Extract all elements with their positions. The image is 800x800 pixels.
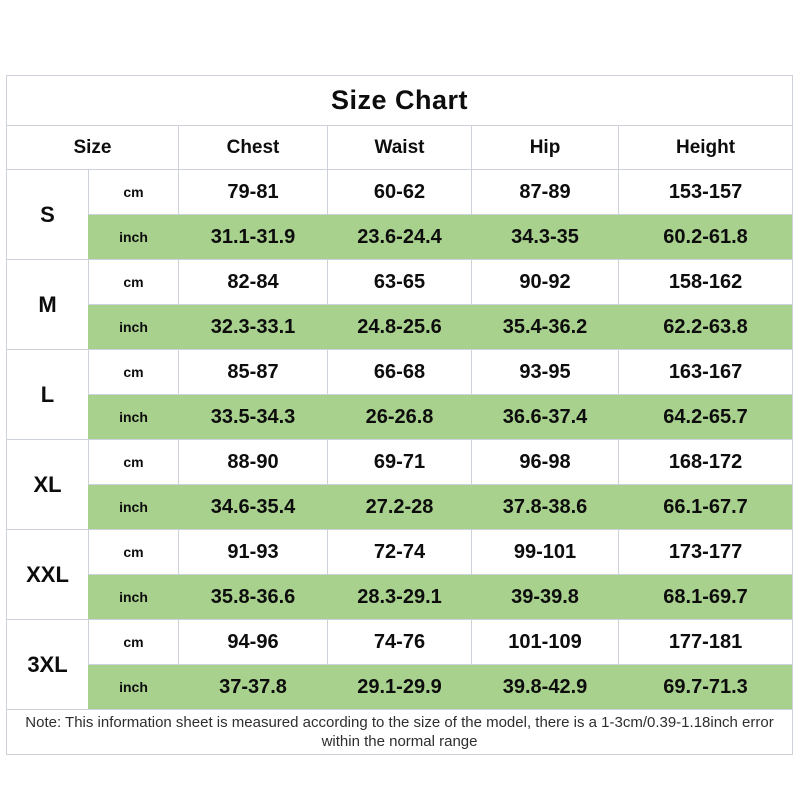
size-label-xxl: XXL (6, 529, 89, 620)
unit-cm-label: cm (88, 529, 179, 575)
column-header-hip: Hip (471, 125, 619, 170)
cell-3xl-waist-cm: 74-76 (327, 619, 472, 665)
cell-s-chest-cm: 79-81 (178, 169, 328, 215)
unit-inch-label: inch (88, 304, 179, 350)
note-row: Note: This information sheet is measured… (5, 709, 794, 755)
cell-l-waist-cm: 66-68 (327, 349, 472, 395)
unit-inch-label: inch (88, 664, 179, 710)
cell-xxl-chest-cm: 91-93 (178, 529, 328, 575)
cell-m-height-cm: 158-162 (617, 259, 794, 305)
unit-cm-label: cm (88, 619, 179, 665)
note-text: Note: This information sheet is measured… (5, 709, 794, 755)
table-row-l-inch: inch 33.5-34.3 26-26.8 36.6-37.4 64.2-65… (7, 394, 794, 440)
cell-s-hip-inch: 34.3-35 (471, 214, 619, 260)
cell-s-waist-cm: 60-62 (327, 169, 472, 215)
cell-m-hip-cm: 90-92 (471, 259, 619, 305)
cell-xl-height-cm: 168-172 (617, 439, 794, 485)
cell-s-chest-inch: 31.1-31.9 (178, 214, 328, 260)
cell-xl-height-inch: 66.1-67.7 (617, 484, 794, 530)
title-row: Size Chart (5, 75, 794, 126)
cell-l-hip-cm: 93-95 (471, 349, 619, 395)
size-label-3xl: 3XL (6, 619, 89, 710)
cell-m-chest-cm: 82-84 (178, 259, 328, 305)
table-row-s-inch: inch 31.1-31.9 23.6-24.4 34.3-35 60.2-61… (7, 214, 794, 260)
cell-l-chest-inch: 33.5-34.3 (178, 394, 328, 440)
cell-xl-hip-inch: 37.8-38.6 (471, 484, 619, 530)
cell-l-chest-cm: 85-87 (178, 349, 328, 395)
cell-m-waist-cm: 63-65 (327, 259, 472, 305)
cell-m-waist-inch: 24.8-25.6 (327, 304, 472, 350)
cell-xxl-hip-inch: 39-39.8 (471, 574, 619, 620)
cell-m-hip-inch: 35.4-36.2 (471, 304, 619, 350)
table-row-m-inch: inch 32.3-33.1 24.8-25.6 35.4-36.2 62.2-… (7, 304, 794, 350)
column-header-height: Height (617, 125, 794, 170)
unit-cm-label: cm (88, 439, 179, 485)
unit-inch-label: inch (88, 574, 179, 620)
cell-xxl-height-inch: 68.1-69.7 (617, 574, 794, 620)
cell-xxl-height-cm: 173-177 (617, 529, 794, 575)
size-label-xl: XL (6, 439, 89, 530)
table-row-m-cm: M cm 82-84 63-65 90-92 158-162 (6, 259, 794, 350)
column-header-waist: Waist (327, 125, 472, 170)
cell-s-waist-inch: 23.6-24.4 (327, 214, 472, 260)
column-header-size: Size (6, 125, 179, 170)
cell-s-hip-cm: 87-89 (471, 169, 619, 215)
table-row-l-cm: L cm 85-87 66-68 93-95 163-167 (6, 349, 794, 440)
size-label-l: L (6, 349, 89, 440)
cell-m-chest-inch: 32.3-33.1 (178, 304, 328, 350)
cell-3xl-chest-inch: 37-37.8 (178, 664, 328, 710)
header-row: Size Chest Waist Hip Height (6, 125, 794, 170)
chart-title: Size Chart (5, 75, 794, 126)
table-row-3xl-inch: inch 37-37.8 29.1-29.9 39.8-42.9 69.7-71… (7, 664, 794, 710)
unit-inch-label: inch (88, 484, 179, 530)
table-row-xl-cm: XL cm 88-90 69-71 96-98 168-172 (6, 439, 794, 530)
cell-l-height-cm: 163-167 (617, 349, 794, 395)
unit-cm-label: cm (88, 169, 179, 215)
cell-3xl-height-inch: 69.7-71.3 (617, 664, 794, 710)
cell-xl-chest-cm: 88-90 (178, 439, 328, 485)
size-label-s: S (6, 169, 89, 260)
size-chart-table: Size Chart Size Chest Waist Hip Height S… (5, 75, 794, 755)
table-row-xxl-cm: XXL cm 91-93 72-74 99-101 173-177 (6, 529, 794, 620)
table-row-xxl-inch: inch 35.8-36.6 28.3-29.1 39-39.8 68.1-69… (7, 574, 794, 620)
unit-cm-label: cm (88, 259, 179, 305)
unit-inch-label: inch (88, 214, 179, 260)
size-label-m: M (6, 259, 89, 350)
cell-s-height-cm: 153-157 (617, 169, 794, 215)
table-row-s-cm: S cm 79-81 60-62 87-89 153-157 (6, 169, 794, 260)
cell-xl-hip-cm: 96-98 (471, 439, 619, 485)
table-row-3xl-cm: 3XL cm 94-96 74-76 101-109 177-181 (6, 619, 794, 710)
cell-xxl-waist-cm: 72-74 (327, 529, 472, 575)
cell-xxl-chest-inch: 35.8-36.6 (178, 574, 328, 620)
unit-inch-label: inch (88, 394, 179, 440)
cell-l-waist-inch: 26-26.8 (327, 394, 472, 440)
cell-xxl-hip-cm: 99-101 (471, 529, 619, 575)
cell-xl-waist-inch: 27.2-28 (327, 484, 472, 530)
cell-l-hip-inch: 36.6-37.4 (471, 394, 619, 440)
cell-l-height-inch: 64.2-65.7 (617, 394, 794, 440)
cell-xl-waist-cm: 69-71 (327, 439, 472, 485)
cell-m-height-inch: 62.2-63.8 (617, 304, 794, 350)
cell-3xl-hip-inch: 39.8-42.9 (471, 664, 619, 710)
unit-cm-label: cm (88, 349, 179, 395)
column-header-chest: Chest (178, 125, 328, 170)
cell-3xl-hip-cm: 101-109 (471, 619, 619, 665)
cell-xxl-waist-inch: 28.3-29.1 (327, 574, 472, 620)
cell-3xl-height-cm: 177-181 (617, 619, 794, 665)
cell-3xl-waist-inch: 29.1-29.9 (327, 664, 472, 710)
table-row-xl-inch: inch 34.6-35.4 27.2-28 37.8-38.6 66.1-67… (7, 484, 794, 530)
cell-xl-chest-inch: 34.6-35.4 (178, 484, 328, 530)
cell-s-height-inch: 60.2-61.8 (617, 214, 794, 260)
cell-3xl-chest-cm: 94-96 (178, 619, 328, 665)
